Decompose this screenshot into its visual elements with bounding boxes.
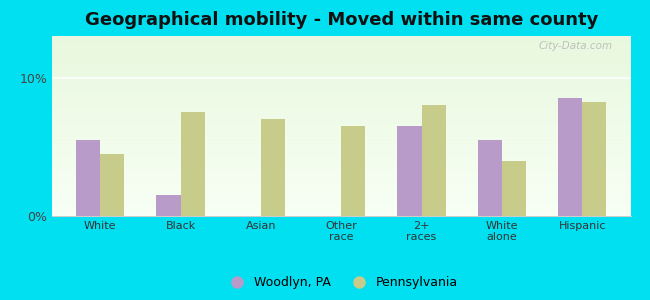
Bar [52,130,630,133]
Bar [52,117,630,119]
Bar [52,178,630,180]
Bar [52,196,630,198]
Bar [52,68,630,70]
Bar [181,112,205,216]
Bar [52,214,630,216]
Bar [52,63,630,65]
Bar [52,191,630,194]
Bar [52,184,630,187]
Bar [52,167,630,169]
Bar [52,151,630,153]
Text: City-Data.com: City-Data.com [539,41,613,51]
Bar [52,43,630,45]
Bar [52,52,630,54]
Bar [52,128,630,130]
Bar [52,122,630,124]
Bar [52,112,630,115]
Bar [157,195,181,216]
Bar [52,54,630,56]
Bar [52,189,630,191]
Bar [558,98,582,216]
Bar [52,115,630,117]
Bar [52,176,630,178]
Bar [52,200,630,202]
Bar [52,153,630,155]
Bar [52,92,630,94]
Bar [52,180,630,182]
Bar [52,162,630,164]
Bar [52,110,630,112]
Bar [52,72,630,74]
Bar [52,202,630,205]
Bar [52,148,630,151]
Bar [52,36,630,38]
Bar [52,133,630,135]
Bar [52,171,630,173]
Bar [422,105,446,216]
Bar [52,38,630,40]
Bar [52,126,630,128]
Bar [478,140,502,216]
Bar [52,146,630,148]
Bar [52,40,630,43]
Bar [52,158,630,160]
Bar [52,61,630,63]
Bar [52,90,630,92]
Bar [502,160,526,216]
Bar [261,119,285,216]
Bar [52,169,630,171]
Bar [582,103,606,216]
Bar [52,65,630,68]
Bar [52,212,630,214]
Bar [52,56,630,58]
Bar [52,194,630,196]
Bar [76,140,100,216]
Bar [52,135,630,137]
Bar [52,137,630,140]
Bar [52,108,630,110]
Bar [398,126,422,216]
Bar [52,160,630,162]
Bar [52,94,630,97]
Bar [52,124,630,126]
Bar [52,79,630,81]
Bar [52,58,630,61]
Bar [52,144,630,146]
Bar [52,140,630,142]
Bar [52,70,630,72]
Bar [52,182,630,184]
Legend: Woodlyn, PA, Pennsylvania: Woodlyn, PA, Pennsylvania [224,276,458,289]
Bar [52,106,630,108]
Bar [52,205,630,207]
Bar [52,119,630,122]
Bar [52,74,630,76]
Bar [52,142,630,144]
Bar [52,99,630,101]
Bar [52,103,630,106]
Bar [52,45,630,47]
Bar [52,81,630,83]
Bar [52,88,630,90]
Bar [52,198,630,200]
Bar [52,164,630,167]
Bar [52,101,630,104]
Bar [52,209,630,211]
Bar [52,155,630,158]
Bar [100,154,124,216]
Title: Geographical mobility - Moved within same county: Geographical mobility - Moved within sam… [84,11,598,29]
Bar [341,126,365,216]
Bar [52,173,630,176]
Bar [52,50,630,52]
Bar [52,85,630,88]
Bar [52,187,630,189]
Bar [52,97,630,99]
Bar [52,83,630,86]
Bar [52,207,630,209]
Bar [52,47,630,50]
Bar [52,76,630,79]
